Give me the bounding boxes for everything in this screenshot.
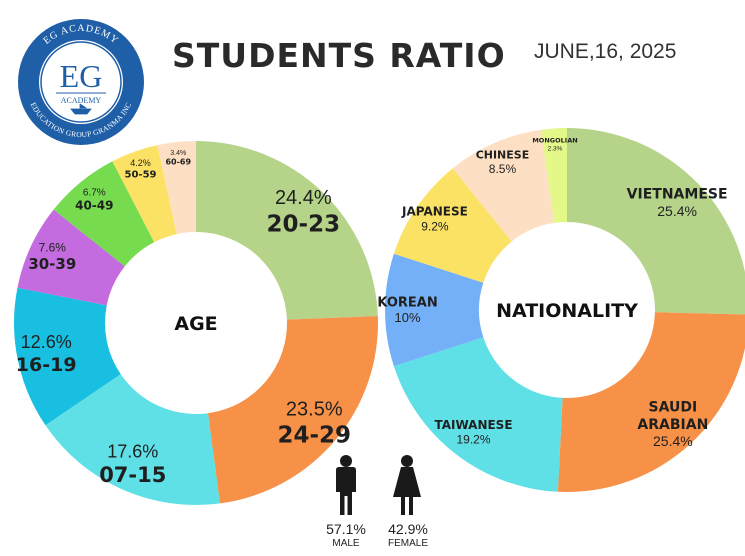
pct-label-50-59: 4.2% (130, 158, 151, 168)
donut-center-title-age: AGE (174, 313, 217, 335)
slice-taiwanese (393, 337, 563, 492)
category-label-saudi-arabian: ARABIAN (637, 417, 708, 433)
category-label-40-49: 40-49 (75, 198, 113, 212)
report-date: JUNE,16, 2025 (534, 40, 677, 63)
pct-label-chinese: 8.5% (489, 162, 517, 176)
female-label: FEMALE (387, 538, 428, 549)
male-label: MALE (332, 538, 360, 549)
slice-50-59 (112, 145, 177, 243)
category-label-korean: KOREAN (377, 295, 437, 310)
pct-label-20-23: 24.4% (275, 187, 332, 209)
category-label-16-19: 16-19 (16, 354, 77, 376)
male-percentage: 57.1% (326, 521, 366, 537)
eg-academy-logo: EG ACADEMY EDUCATION GROUP GRANMA INC EG… (18, 19, 144, 145)
slice-60-69 (157, 141, 196, 235)
slice-vietnamese (567, 128, 745, 315)
female-person-icon (393, 455, 421, 515)
pct-label-24-29: 23.5% (286, 398, 343, 420)
pct-label-saudi-arabian: 25.4% (653, 433, 693, 449)
pct-label-mongolian: 2.3% (548, 146, 563, 153)
slice-40-49 (53, 161, 155, 267)
category-label-japanese: JAPANESE (401, 205, 468, 219)
category-label-vietnamese: VIETNAMESE (627, 187, 728, 203)
slice-16-19 (13, 287, 121, 426)
logo-sub-text: ACADEMY (61, 96, 102, 105)
category-label-24-29: 24-29 (277, 423, 351, 449)
female-stat: 42.9% FEMALE (378, 521, 438, 549)
pct-label-japanese: 9.2% (421, 219, 449, 233)
category-label-saudi-arabian: SAUDI (649, 400, 698, 416)
category-label-50-59: 50-59 (125, 170, 157, 181)
pct-label-07-15: 17.6% (107, 441, 158, 461)
ship-icon (70, 103, 92, 115)
pct-label-taiwanese: 19.2% (456, 432, 490, 446)
pct-label-60-69: 3.4% (170, 150, 186, 157)
slice-chinese (452, 129, 555, 242)
female-percentage: 42.9% (388, 521, 428, 537)
slice-30-39 (17, 209, 125, 306)
donut-center-title-nationality: NATIONALITY (496, 300, 638, 322)
category-label-30-39: 30-39 (28, 255, 76, 273)
logo-initials: EG (60, 58, 103, 94)
category-label-07-15: 07-15 (99, 463, 166, 487)
pct-label-korean: 10% (395, 310, 421, 325)
male-stat: 57.1% MALE (320, 521, 372, 549)
category-label-20-23: 20-23 (267, 211, 341, 237)
slice-20-23 (196, 141, 378, 320)
category-label-chinese: CHINESE (476, 148, 530, 161)
slice-24-29 (207, 316, 378, 504)
category-label-60-69: 60-69 (165, 157, 191, 166)
slice-07-15 (45, 374, 220, 505)
slice-mongolian (540, 128, 567, 223)
page-title: STUDENTS RATIO (172, 36, 506, 75)
pct-label-40-49: 6.7% (83, 187, 106, 198)
age-donut-chart: 24.4%20-23 23.5% 24-29 17.6%07-15 12.6%16-19… (13, 141, 378, 505)
male-person-icon (336, 455, 356, 515)
nationality-donut-chart: VIETNAMESE25.4%SAUDIARABIAN25.4%TAIWANES… (377, 128, 745, 492)
slice-saudi-arabian (557, 312, 745, 492)
logo-inner-disc (39, 40, 123, 124)
category-label-taiwanese: TAIWANESE (434, 418, 512, 432)
pct-label-16-19: 12.6% (21, 332, 72, 352)
pct-label-vietnamese: 25.4% (657, 203, 697, 219)
category-label-mongolian: MONGOLIAN (532, 137, 577, 145)
slice-japanese (393, 168, 512, 283)
slice-korean (385, 253, 484, 367)
pct-label-30-39: 7.6% (39, 240, 67, 254)
